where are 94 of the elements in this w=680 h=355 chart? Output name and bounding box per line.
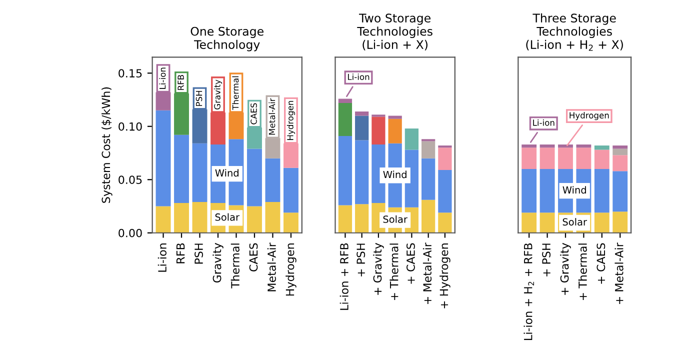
bar — [355, 204, 369, 233]
bar — [522, 212, 537, 233]
series-label: Solar — [383, 215, 408, 223]
x-tick-label: Hydrogen — [286, 244, 296, 296]
text: Hydrogen — [570, 112, 609, 120]
bar — [355, 116, 369, 140]
bar — [594, 168, 610, 213]
y-tick-label: 0.00 — [118, 228, 142, 238]
bar — [540, 144, 555, 148]
bar — [612, 212, 628, 233]
bar — [540, 168, 555, 213]
x-tick-label: RFB — [176, 243, 185, 264]
x-tick-label: + Hydrogen — [440, 244, 450, 308]
bar — [594, 150, 610, 169]
x-tick-label: Thermal — [230, 244, 240, 288]
bar — [576, 148, 592, 169]
x-tick-label: + Gravity — [560, 242, 571, 295]
bar — [558, 144, 573, 148]
bar — [283, 212, 298, 233]
bar — [174, 134, 189, 204]
x-tick-label: + Thermal — [390, 244, 398, 300]
text: Li-ion — [159, 68, 166, 89]
chart-title: One Storage Technology — [190, 26, 264, 52]
bar — [338, 102, 352, 136]
bar — [388, 116, 402, 119]
x-tick-label: + Thermal — [578, 244, 587, 300]
bar — [283, 168, 298, 213]
bar — [372, 116, 386, 144]
bar — [594, 146, 610, 150]
bar — [174, 203, 189, 233]
bar — [404, 128, 419, 150]
x-tick-label: Li-ion + H$_{2}$ + RFB — [524, 243, 534, 340]
series-label: Wind — [562, 186, 586, 194]
series-label: Wind — [215, 169, 238, 177]
text: Li-ion — [348, 74, 370, 80]
bar — [156, 110, 171, 206]
bar — [612, 146, 628, 149]
bar — [355, 111, 369, 116]
x-tick-label: + Gravity — [373, 242, 384, 295]
bar — [438, 212, 452, 233]
bar — [438, 170, 452, 213]
text: Li-ion — [533, 119, 554, 126]
text: CAES — [250, 103, 257, 124]
bar — [612, 148, 628, 156]
bar — [422, 200, 436, 233]
bar — [594, 212, 610, 233]
y-tick-label: 0.05 — [118, 176, 142, 184]
x-tick-label: + PSH — [356, 244, 366, 276]
y-tick-label: 0.15 — [118, 69, 142, 78]
x-tick-label: + CAES — [596, 243, 606, 284]
bar — [338, 136, 352, 206]
bar — [355, 140, 369, 204]
x-tick-label: + Metal-Air — [422, 242, 432, 304]
x-tick-label: CAES — [249, 243, 258, 272]
text: Gravity — [214, 80, 222, 110]
bar — [522, 148, 537, 169]
chart-title: Three Storage Technologies (Li-ion + H$_{2}$ + X) — [526, 13, 623, 51]
series-label: Solar — [215, 213, 240, 221]
x-tick-label: + CAES — [406, 243, 415, 284]
bar — [156, 206, 171, 233]
x-tick-label: PSH — [194, 244, 203, 264]
bar — [192, 202, 208, 233]
text: Hydrogen — [286, 100, 296, 140]
x-tick-label: Gravity — [212, 242, 224, 283]
bar — [265, 202, 280, 233]
bar — [338, 205, 352, 233]
chart-title: Two Storage Technologies (Li-ion + X) — [357, 14, 432, 50]
bar — [612, 155, 628, 172]
bar — [265, 158, 280, 202]
series-label: Wind — [383, 170, 406, 178]
bar — [540, 212, 555, 233]
bar — [422, 141, 436, 158]
bar — [247, 148, 262, 206]
y-axis-title: System Cost ($/kWh) — [102, 87, 112, 203]
x-tick-label: + PSH — [542, 244, 551, 276]
bar — [192, 143, 208, 202]
x-tick-label: + Metal-Air — [614, 242, 624, 304]
bar — [247, 206, 262, 233]
y-tick-label: 0.10 — [118, 122, 142, 131]
x-tick-label: Li-ion — [158, 244, 166, 272]
text: RFB — [178, 75, 184, 90]
bar — [612, 171, 628, 212]
bar — [438, 148, 452, 170]
bar — [576, 144, 592, 148]
x-tick-label: Li-ion + RFB — [340, 243, 348, 310]
series-label: Solar — [562, 218, 587, 226]
bar — [540, 148, 555, 169]
text: Thermal — [232, 76, 239, 110]
x-tick-label: Metal-Air — [267, 242, 276, 292]
text: PSH — [196, 90, 202, 106]
bar — [388, 118, 402, 144]
bar — [522, 168, 537, 213]
bar — [422, 158, 436, 200]
text: Metal-Air — [268, 98, 276, 135]
